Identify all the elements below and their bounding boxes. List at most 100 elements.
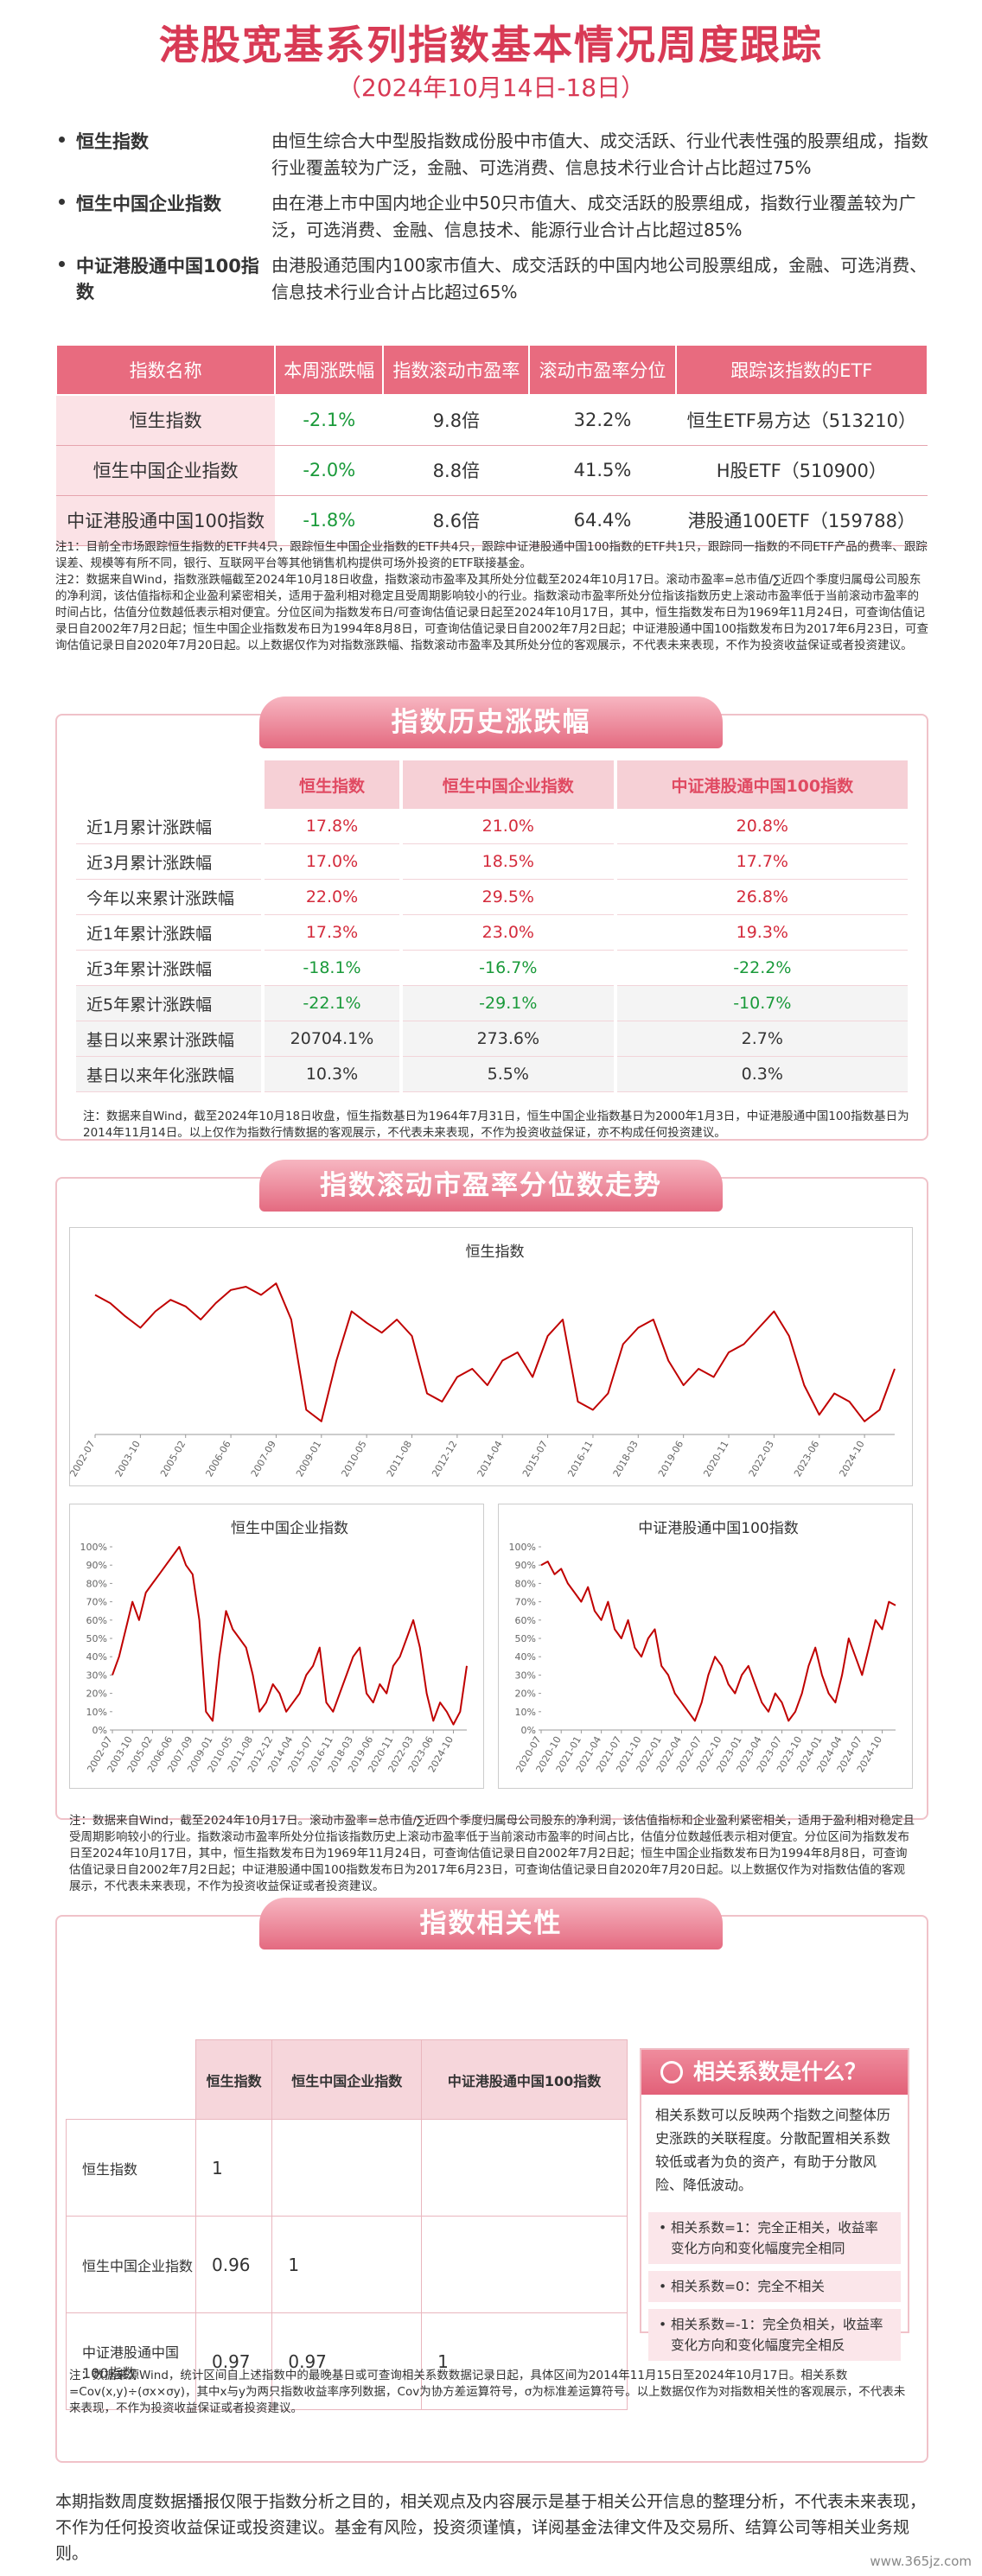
intro-desc: 由在港上市中国内地企业中50只市值大、成交活跃的股票组成，指数行业覆盖较为广泛，… <box>271 193 916 240</box>
chart-title: 恒生中国企业指数 <box>231 1520 348 1537</box>
y-tick-label: 90% <box>515 1560 536 1571</box>
header-cell: 恒生指数 <box>194 2039 273 2120</box>
chart-frame <box>498 1504 913 1789</box>
y-tick-label: 30% <box>515 1670 536 1681</box>
history-note: 注：数据来自Wind，截至2024年10月18日收盘，恒生指数基日为1964年7… <box>83 1110 909 1140</box>
y-tick-label: 10% <box>515 1707 536 1718</box>
y-tick-label: 0% <box>521 1725 536 1736</box>
chart: 恒生中国企业指数 100% 90% 80% 70% 60% 50% 40% 30% 20% 10% 0… <box>69 1504 484 1789</box>
history-table: 恒生指数 恒生中国企业指数 中证港股通中国100指数 近1月累计涨跌幅 17.8% 21.… <box>73 760 911 1092</box>
y-tick-label: 20% <box>86 1689 107 1700</box>
y-tick-label: 80% <box>515 1578 536 1589</box>
cell: 22.0% <box>265 880 399 915</box>
intro-name: 恒生中国企业指数 <box>55 190 271 244</box>
y-tick-label: 70% <box>515 1597 536 1608</box>
line <box>540 1561 896 1722</box>
header-cell: 恒生中国企业指数 <box>402 760 614 809</box>
cell: 32.2% <box>529 395 676 446</box>
note-line: 注2：数据来自Wind，指数涨跌幅截至2024年10月18日收盘，指数滚动市盈率… <box>55 573 928 652</box>
section-title: 指数历史涨跌幅 <box>259 696 723 748</box>
cell: 10.3% <box>265 1057 399 1092</box>
cell: 17.7% <box>616 844 908 880</box>
row: 恒生指数 1 <box>66 2119 628 2217</box>
header-cell: 指数滚动市盈率 <box>382 344 531 396</box>
line <box>112 1546 468 1726</box>
cell: 0.96 <box>194 2216 273 2313</box>
explain-text: 相关系数可以反映两个指数之间整体历史涨跌的关联程度。分散配置相关系数较低或者为负… <box>655 2107 891 2193</box>
cell: 17.8% <box>265 809 399 844</box>
y-tick-label: 90% <box>86 1560 107 1571</box>
y-tick-label: 80% <box>86 1578 107 1589</box>
chart-frame <box>69 1227 913 1486</box>
header-cell: 恒生指数 <box>265 760 399 809</box>
title: 港股宽基系列指数基本情况周度跟踪 <box>159 22 823 68</box>
explain-bullet: 相关系数=-1：完全负相关，收益率变化方向和变化幅度完全相反 <box>648 2309 901 2361</box>
cell: -1.8% <box>275 495 384 546</box>
row: 近3月累计涨跌幅 17.0% 18.5% 17.7% <box>76 844 908 880</box>
footer: 本期指数周度数据播报仅限于指数分析之目的，相关观点及内容展示是基于相关公开信息的… <box>55 2492 927 2563</box>
row-label: 近3月累计涨跌幅 <box>76 844 261 880</box>
cell: 1 <box>421 2312 628 2410</box>
corner-cell <box>76 760 261 809</box>
y-tick-label: 50% <box>515 1633 536 1644</box>
row: 基日以来累计涨跌幅 20704.1% 273.6% 2.7% <box>76 1021 908 1057</box>
summary-table: 指数名称 本周涨跌幅 指数滚动市盈率 滚动市盈率分位 跟踪该指数的ETF 恒生指数 -2.1… <box>54 344 929 546</box>
y-tick-label: 20% <box>515 1689 536 1700</box>
row-label: 基日以来年化涨跌幅 <box>76 1057 261 1092</box>
cell: 17.3% <box>265 915 399 951</box>
cell: 港股通100ETF（159788） <box>675 495 928 546</box>
cell: 20704.1% <box>265 1021 399 1057</box>
header-row: 指数名称 本周涨跌幅 指数滚动市盈率 滚动市盈率分位 跟踪该指数的ETF <box>54 344 929 396</box>
cell: -10.7% <box>616 986 908 1021</box>
intro-item: 恒生指数 由恒生综合大中型股指数成份股中市值大、成交活跃、行业代表性强的股票组成，… <box>55 128 928 181</box>
explain-box: 相关系数是什么？ 相关系数可以反映两个指数之间整体历史涨跌的关联程度。分散配置相… <box>640 2048 909 2361</box>
y-tick-label: 0% <box>92 1725 107 1736</box>
cell: -22.1% <box>265 986 399 1021</box>
intro-item: 中证港股通中国100指数 由港股通范围内100家市值大、成交活跃的中国内地公司股票… <box>55 252 928 306</box>
cell: 41.5% <box>529 445 676 496</box>
y-tick-label: 10% <box>86 1707 107 1718</box>
cell <box>421 2119 628 2217</box>
corner-cell <box>66 2039 196 2120</box>
header-cell: 滚动市盈率分位 <box>528 344 677 396</box>
cell: 1 <box>194 2119 273 2217</box>
cell: 19.3% <box>616 915 908 951</box>
cell: -22.2% <box>616 951 908 986</box>
header-row: 恒生指数 恒生中国企业指数 中证港股通中国100指数 <box>66 2039 628 2120</box>
cell <box>421 2216 628 2313</box>
row: 中证港股通中国100指数 -1.8% 8.6倍 64.4% 港股通100ETF（1597… <box>56 495 928 546</box>
row: 近1月累计涨跌幅 17.8% 21.0% 20.8% <box>76 809 908 844</box>
cell: 中证港股通中国100指数 <box>56 495 276 546</box>
correlation-note: 注：数据来源Wind，统计区间自上述指数中的最晚基日或可查询相关系数数据记录日起… <box>69 2369 906 2415</box>
notes: 注1：目前全市场跟踪恒生指数的ETF共4只，跟踪恒生中国企业指数的ETF共4只，… <box>55 539 928 654</box>
correlation-table: 恒生指数 恒生中国企业指数 中证港股通中国100指数 恒生指数 1 恒生中国企业指数 0.9… <box>66 2039 628 2410</box>
row: 基日以来年化涨跌幅 10.3% 5.5% 0.3% <box>76 1057 908 1092</box>
explain-bullet: 相关系数=0：完全不相关 <box>648 2271 901 2302</box>
header-cell: 恒生中国企业指数 <box>271 2039 423 2120</box>
cell: 恒生ETF易方达（513210） <box>675 395 928 446</box>
cell: 20.8% <box>616 809 908 844</box>
cell: 17.0% <box>265 844 399 880</box>
trend-note: 注：数据来自Wind，截至2024年10月17日。滚动市盈率=总市值/∑近四个季… <box>69 1814 915 1893</box>
cell: -18.1% <box>265 951 399 986</box>
cell: -2.0% <box>275 445 384 496</box>
header-row: 恒生指数 恒生中国企业指数 中证港股通中国100指数 <box>76 760 908 809</box>
y-tick-label: 100% <box>509 1542 536 1553</box>
y-tick-label: 30% <box>86 1670 107 1681</box>
row-label: 近5年累计涨跌幅 <box>76 986 261 1021</box>
cell: -2.1% <box>275 395 384 446</box>
y-tick-label: 100% <box>80 1542 107 1553</box>
row: 中证港股通中国100指数 0.97 0.97 1 <box>66 2312 628 2410</box>
section-title: 指数滚动市盈率分位数走势 <box>259 1160 723 1212</box>
explain-bullet: 相关系数=1：完全正相关，收益率变化方向和变化幅度完全相同 <box>648 2212 901 2264</box>
header-cell: 中证港股通中国100指数 <box>616 760 908 809</box>
row-label: 恒生中国企业指数 <box>66 2216 196 2313</box>
row: 恒生中国企业指数 0.96 1 <box>66 2216 628 2313</box>
cell: 9.8倍 <box>383 395 530 446</box>
row-label: 今年以来累计涨跌幅 <box>76 880 261 915</box>
intro-desc: 由港股通范围内100家市值大、成交活跃的中国内地公司股票组成，金融、可选消费、信… <box>271 255 928 302</box>
header-cell: 本周涨跌幅 <box>274 344 385 396</box>
cell: 273.6% <box>402 1021 614 1057</box>
row: 恒生中国企业指数 -2.0% 8.8倍 41.5% H股ETF（510900） <box>56 445 928 496</box>
